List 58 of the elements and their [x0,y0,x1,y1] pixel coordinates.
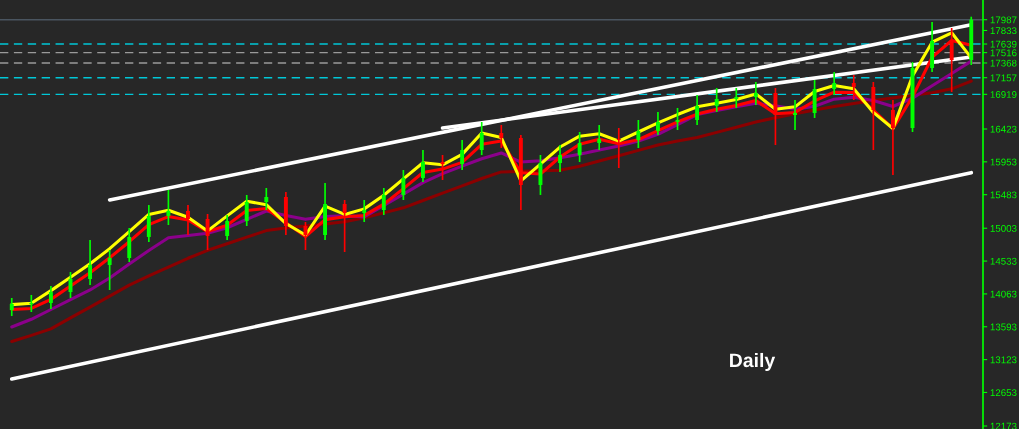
y-tick-label: 12653 [990,389,1017,397]
y-tick-label: 16423 [990,125,1017,133]
candlestick [421,149,425,183]
candlestick [871,81,876,151]
candlestick [832,71,837,96]
y-tick-label: 17639 [990,40,1017,48]
y-tick-label: 13593 [990,323,1017,331]
candlestick [558,144,562,173]
candlestick [616,127,621,169]
y-tick-label: 17516 [990,49,1017,57]
y-tick-label: 17368 [990,59,1017,67]
candlestick [753,81,758,106]
candlestick [48,285,53,310]
candlestick [773,87,778,146]
candlestick [29,294,34,313]
candlestick [655,111,660,136]
y-tick-label: 15003 [990,224,1017,232]
candlestick [146,204,151,243]
y-tick-label: 17157 [990,74,1017,82]
candlestick [538,154,543,196]
candlestick [342,199,347,253]
candlestick [225,214,230,241]
candlestick [499,124,504,149]
candlestick [264,187,269,211]
candlestick [127,227,132,263]
candlestick [460,139,465,171]
candlestick [714,87,719,113]
candlestick [890,99,895,176]
candlestick [734,87,739,109]
candlestick [812,79,817,119]
candlestick [9,297,14,317]
candlestick [636,119,641,149]
candlestick [793,99,797,131]
y-tick-label: 16919 [990,91,1017,98]
candlestick [440,154,445,181]
y-tick-label: 15483 [990,191,1017,199]
annotation: Daily [730,352,776,372]
candlestick [186,204,190,236]
y-tick-label: 12173 [990,422,1017,429]
y-tick-label: 13123 [990,356,1017,364]
candlestick [851,74,856,101]
y-tick-label: 14063 [990,290,1017,298]
candlestick [597,124,602,151]
candlestick [695,94,700,126]
candlestick [205,213,210,251]
candlestick [244,194,249,227]
candlestick [88,239,93,286]
y-tick-label: 15953 [990,158,1017,166]
y-tick-label: 17987 [990,16,1017,24]
candlestick [577,131,582,163]
candlestick [401,169,406,201]
candlestick [479,121,484,156]
y-tick-label: 17833 [990,27,1017,35]
candlestick [362,199,367,223]
candlestick [381,187,386,216]
candlestick [107,249,112,291]
candlestick [166,189,171,226]
y-tick-label: 14533 [990,257,1017,265]
